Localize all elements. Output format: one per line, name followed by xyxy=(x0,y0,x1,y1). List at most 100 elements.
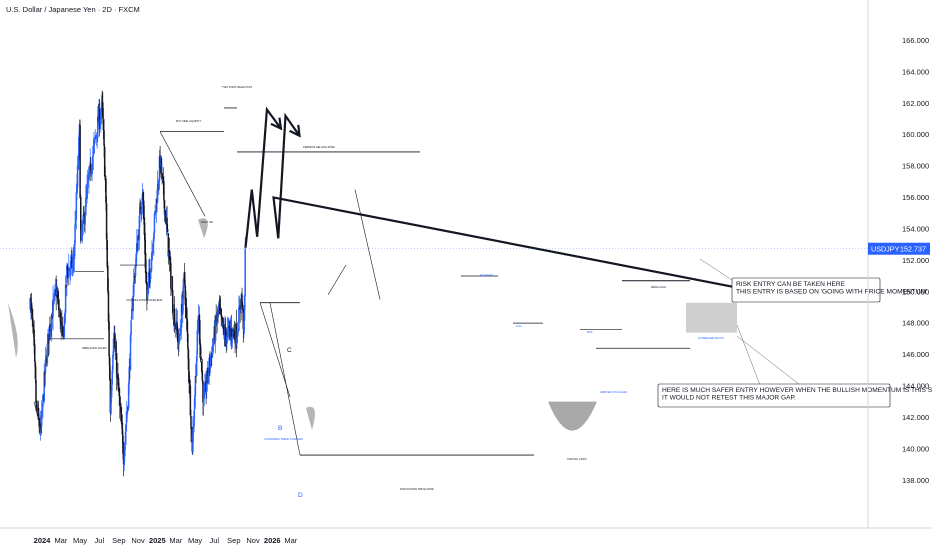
candle-body xyxy=(32,318,34,327)
projection-arrow-1-head xyxy=(270,117,283,131)
candle-body xyxy=(132,295,134,311)
candle-body xyxy=(108,357,111,380)
candle-body xyxy=(203,393,205,400)
candle-body xyxy=(35,401,38,407)
candle-body xyxy=(224,327,227,335)
candle-body xyxy=(230,328,233,338)
candle-body xyxy=(186,318,188,333)
small-label: 1D BREAKER BLOCK xyxy=(698,336,724,340)
time-axis[interactable]: 2024 Mar May Jul Sep Nov 2025 Mar May Jul Sep Nov 20… xyxy=(34,536,298,545)
candle-body xyxy=(104,175,107,181)
candle-body xyxy=(119,397,121,405)
candle-body xyxy=(32,325,35,331)
candle-body xyxy=(180,328,182,333)
line-b xyxy=(327,264,347,296)
candle-body xyxy=(205,384,208,392)
candle-body xyxy=(189,385,192,416)
candle-body xyxy=(244,248,246,297)
candle-body xyxy=(158,179,160,188)
candles-layer xyxy=(29,90,246,477)
candle-body xyxy=(218,303,221,306)
candle-body xyxy=(91,168,93,173)
candle-body xyxy=(124,442,126,457)
candle-body xyxy=(130,320,132,336)
candle-body xyxy=(207,368,209,377)
candle-body xyxy=(103,146,106,177)
candle-body xyxy=(74,224,76,245)
candle-body xyxy=(44,372,46,375)
candle-body xyxy=(111,370,113,385)
candle-body xyxy=(238,307,240,331)
time-label: Sep xyxy=(227,536,240,545)
candle-body xyxy=(97,116,99,138)
candle-body xyxy=(43,372,45,402)
leader-1 xyxy=(699,258,733,281)
candle-body xyxy=(107,291,110,322)
projection-arrow-1 xyxy=(244,106,282,248)
candle-body xyxy=(48,326,50,342)
candle-body xyxy=(163,200,166,215)
candle-body xyxy=(158,157,161,182)
candle-body xyxy=(161,172,164,179)
candle-body xyxy=(241,306,244,308)
candle-body xyxy=(148,272,150,285)
candle-body xyxy=(117,377,120,392)
candle-body xyxy=(190,416,192,429)
small-label: FVG xyxy=(516,324,521,328)
candle-body xyxy=(214,317,217,341)
last-price-bg xyxy=(868,242,930,255)
candle-body xyxy=(216,321,218,323)
small-label: CONFIRMED TREND CHANGED xyxy=(264,437,303,441)
candle-body xyxy=(170,263,172,289)
candle-body xyxy=(240,308,242,311)
diag-2 xyxy=(269,302,301,456)
candle-body xyxy=(106,239,108,267)
candle-body xyxy=(217,305,220,311)
candle-body xyxy=(144,252,147,274)
candle-body xyxy=(195,356,198,376)
candle-body xyxy=(74,220,77,226)
candle-body xyxy=(63,316,66,338)
candle-body xyxy=(115,352,117,354)
candle-body xyxy=(150,258,153,273)
candle-body xyxy=(46,343,49,364)
candle-body xyxy=(61,322,63,326)
safer-callout-line: HERE IS MUCH SAFER ENTRY HOWEVER WHEN TH… xyxy=(662,387,932,394)
candle-body xyxy=(154,210,156,215)
price-axis[interactable]: 166.000 164.000 162.000 160.000 158.000 156.0… xyxy=(867,0,929,528)
candle-body xyxy=(108,321,110,357)
candle-body xyxy=(126,408,129,415)
candle-body xyxy=(89,161,91,165)
candle-body xyxy=(40,410,43,427)
diag-1 xyxy=(159,131,206,217)
candle-body xyxy=(242,308,245,330)
candle-body xyxy=(163,181,165,201)
candle-body xyxy=(73,245,76,260)
diag-5 xyxy=(354,189,381,300)
candle-body xyxy=(52,299,54,317)
candle-body xyxy=(122,435,124,454)
candle-body xyxy=(42,394,44,407)
diag-3 xyxy=(259,302,291,398)
time-label: 2024 xyxy=(34,536,52,545)
candle-body xyxy=(95,136,97,139)
candle-body xyxy=(192,429,194,453)
candle-body xyxy=(134,275,136,278)
candle-body xyxy=(148,271,151,275)
candle-body xyxy=(200,361,203,372)
price-tick-label: 166.000 xyxy=(902,36,929,45)
candle-body xyxy=(69,261,72,269)
candle-body xyxy=(54,288,57,290)
leader-3 xyxy=(736,335,801,386)
candle-body xyxy=(183,272,186,284)
time-label: Nov xyxy=(131,536,145,545)
safer-callout-line: IT WOULD NOT RETEST THIS MAJOR GAP. xyxy=(662,395,796,402)
candle-body xyxy=(114,335,116,347)
time-label: May xyxy=(73,536,87,545)
candle-body xyxy=(80,230,83,240)
candle-body xyxy=(91,156,94,168)
candle-body xyxy=(166,217,168,229)
candle-body xyxy=(84,214,86,225)
wave-label: C xyxy=(287,347,292,354)
